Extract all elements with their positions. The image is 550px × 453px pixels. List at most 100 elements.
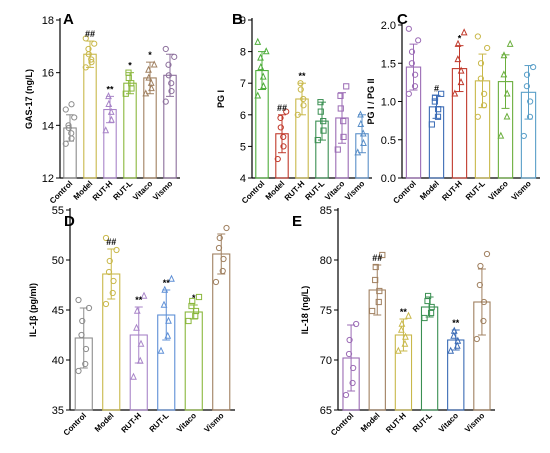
- y-tick-label: 7: [240, 78, 246, 90]
- data-point: [280, 133, 287, 141]
- significance-label: ##: [85, 29, 95, 39]
- y-tick-label: 12: [42, 173, 54, 185]
- data-point: [457, 78, 465, 86]
- bar: [420, 306, 439, 411]
- data-point: [102, 300, 110, 308]
- category-label: Control: [62, 411, 88, 437]
- data-point: [136, 356, 144, 364]
- category-label: Vismo: [202, 411, 225, 434]
- significance-label: *: [458, 34, 462, 44]
- significance-label: **: [135, 295, 143, 305]
- data-point: [500, 70, 508, 78]
- y-tick-label: 16: [42, 68, 54, 80]
- data-point: [274, 155, 281, 163]
- panel-d: D3540455055IL-1β (pg/ml)Control##Model**…: [28, 205, 235, 438]
- data-point: [148, 84, 155, 92]
- panel-e: E 65 70 75 80 85 IL-18 (ng/L) Control ## Model ** R…: [292, 205, 495, 438]
- data-point: [223, 224, 230, 232]
- data-point: [320, 118, 327, 125]
- data-point: [453, 341, 461, 349]
- data-point: [457, 66, 465, 74]
- data-point: [415, 37, 422, 44]
- category-label: RUT-L: [303, 179, 326, 202]
- panel-letter: B: [232, 11, 243, 28]
- data-point: [405, 311, 412, 319]
- panel-c: C0.00.51.01.52.0PG I / PG IIControl#Mode…: [366, 11, 540, 206]
- data-point: [137, 339, 145, 347]
- category-label: Model: [418, 179, 441, 202]
- data-point: [91, 40, 98, 47]
- data-point: [145, 65, 152, 73]
- data-point: [185, 317, 192, 325]
- significance-label: ##: [277, 103, 287, 113]
- data-point: [349, 379, 356, 387]
- data-point: [346, 336, 353, 344]
- data-point: [345, 350, 353, 358]
- data-point: [481, 90, 488, 97]
- significance-label: *: [128, 61, 132, 71]
- data-point: [343, 83, 350, 90]
- category-label: Vitaco: [323, 179, 346, 202]
- category-label: RUT-H: [120, 411, 144, 435]
- data-point: [277, 114, 284, 122]
- data-point: [162, 45, 169, 53]
- data-point: [450, 326, 458, 334]
- data-point: [353, 320, 360, 328]
- data-point: [375, 298, 382, 306]
- data-point: [451, 89, 459, 97]
- data-point: [434, 113, 442, 120]
- category-label: Vitaco: [437, 411, 460, 434]
- data-point: [357, 110, 364, 118]
- y-tick-label: 40: [52, 355, 64, 367]
- category-label: RUT-H: [283, 179, 307, 203]
- data-point: [405, 90, 412, 97]
- bar: [184, 311, 203, 411]
- data-point: [105, 92, 112, 100]
- y-tick-label: 50: [52, 255, 64, 267]
- data-point: [497, 131, 505, 139]
- data-point: [408, 48, 416, 55]
- y-tick-label: 9: [240, 15, 246, 27]
- data-point: [411, 83, 419, 90]
- category-label: RUT-L: [148, 411, 171, 434]
- data-point: [165, 72, 172, 79]
- y-tick-label: 0.0: [381, 173, 396, 185]
- y-tick-label: 0.5: [381, 135, 396, 147]
- data-point: [526, 113, 534, 120]
- data-point: [189, 297, 196, 305]
- data-point: [500, 51, 508, 59]
- y-tick-label: 35: [52, 405, 64, 417]
- data-point: [454, 336, 462, 344]
- data-point: [405, 25, 412, 32]
- y-tick-label: 55: [52, 205, 64, 217]
- category-label: Vismo: [463, 411, 486, 434]
- data-point: [68, 101, 75, 108]
- data-point: [168, 274, 175, 282]
- category-label: Control: [329, 411, 355, 437]
- data-point: [474, 113, 481, 120]
- data-point: [340, 133, 347, 141]
- data-point: [113, 246, 120, 254]
- data-point: [62, 140, 69, 147]
- data-point: [379, 251, 386, 259]
- data-point: [317, 99, 324, 106]
- data-point: [294, 111, 301, 118]
- data-point: [88, 59, 95, 66]
- data-point: [477, 60, 485, 67]
- data-point: [450, 331, 458, 339]
- data-point: [503, 112, 511, 120]
- data-point: [168, 80, 175, 87]
- data-point: [212, 278, 220, 286]
- data-point: [334, 146, 341, 153]
- data-point: [435, 106, 442, 113]
- data-point: [460, 28, 468, 36]
- significance-label: **: [106, 84, 114, 94]
- data-point: [106, 257, 113, 265]
- data-point: [254, 37, 262, 45]
- data-point: [125, 74, 132, 82]
- y-tick-label: 75: [320, 305, 332, 317]
- data-point: [71, 114, 78, 121]
- category-label: Model: [93, 411, 116, 434]
- y-tick-label: 18: [42, 15, 54, 27]
- data-point: [216, 234, 223, 242]
